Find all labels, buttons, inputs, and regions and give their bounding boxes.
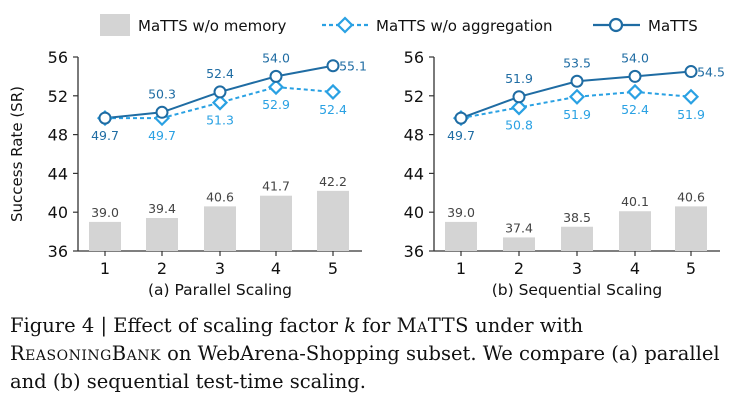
bar-data-label: 42.2 [319,174,347,189]
marker-matts [213,85,227,99]
marker-matts [454,111,468,125]
marker-no-aggregation [510,99,528,116]
y-tick-label: 36 [48,242,68,261]
marker-no-aggregation [211,94,229,111]
bar-data-label: 38.5 [563,210,591,225]
bar-data-label: 41.7 [262,179,290,194]
y-tick-label: 52 [404,87,424,106]
bar-data-label: 40.6 [677,189,705,204]
bar-data-label: 40.1 [621,194,649,209]
no-aggregation-data-label: 50.8 [505,117,533,132]
figure: MaTTS w/o memory MaTTS w/o aggregation MaT… [8,14,725,299]
caption-mid1: for [355,314,397,337]
bar-no-memory [503,237,535,251]
caption-suffix: on WebArena-Shopping subset. We compare … [10,342,720,393]
marker-matts [684,65,698,79]
panel-title: (a) Parallel Scaling [148,281,292,299]
bar-no-memory [675,206,707,251]
matts-data-label: 50.3 [148,86,176,101]
x-tick-label: 3 [572,259,582,278]
bar-no-memory [146,218,178,251]
no-aggregation-data-label: 51.9 [563,107,591,122]
x-tick-label: 5 [328,259,338,278]
marker-matts [155,105,169,119]
x-tick-label: 4 [630,259,640,278]
marker-no-aggregation [324,83,342,100]
marker-matts [628,69,642,83]
marker-matts [269,69,283,83]
y-tick-label: 44 [404,164,424,183]
caption-matts: MaTTS [396,314,469,337]
bar-no-memory [317,190,349,251]
bar-no-memory [619,211,651,251]
matts-data-label: 52.4 [206,66,234,81]
legend-label-dashed: MaTTS w/o aggregation [376,17,553,35]
panel-sequential-scaling: 36 40 44 48 52 56 1 2 3 4 5 (b) Sequential Scaling 3… [404,48,725,299]
y-tick-label: 56 [48,48,68,67]
caption-k: k [344,314,356,337]
marker-no-aggregation [626,83,644,100]
x-tick-label: 1 [100,259,110,278]
marker-matts [570,74,584,88]
y-tick-label: 40 [48,203,68,222]
x-tick-label: 5 [686,259,696,278]
marker-no-aggregation [267,79,285,96]
figure-caption: Figure 4 | Effect of scaling factor k fo… [10,312,735,396]
bar-no-memory [89,221,121,251]
legend-circle-marker [608,17,624,33]
legend: MaTTS w/o memory MaTTS w/o aggregation MaT… [100,14,698,36]
matts-data-label: 51.9 [505,71,533,86]
matts-data-label: 54.5 [697,65,725,80]
caption-reasoningbank: ReasoningBank [10,342,161,365]
legend-diamond-marker [336,16,354,34]
bar-data-label: 40.6 [206,189,234,204]
no-aggregation-data-label: 51.3 [206,113,234,128]
x-tick-label: 3 [215,259,225,278]
marker-no-aggregation [568,88,586,105]
y-axis-label: Success Rate (SR) [8,86,26,222]
x-tick-label: 4 [271,259,281,278]
y-tick-label: 48 [404,126,424,145]
y-tick-label: 48 [48,126,68,145]
panel-title: (b) Sequential Scaling [492,281,663,299]
matts-data-label: 54.0 [262,50,290,65]
legend-bar-swatch [100,14,130,36]
matts-data-label: 54.0 [621,50,649,65]
matts-data-label: 55.1 [339,59,367,74]
no-aggregation-data-label: 52.9 [262,97,290,112]
bar-data-label: 39.4 [148,201,176,216]
y-tick-label: 36 [404,242,424,261]
bar-data-label: 37.4 [505,220,533,235]
matts-data-label: 49.7 [91,128,119,143]
matts-data-label: 53.5 [563,55,591,70]
bar-no-memory [204,206,236,251]
no-aggregation-data-label: 51.9 [677,107,705,122]
marker-no-aggregation [682,88,700,105]
no-aggregation-data-label: 49.7 [148,128,176,143]
y-tick-label: 44 [48,164,68,183]
marker-matts [98,111,112,125]
line-no-aggregation [105,86,334,120]
caption-mid2: under with [468,314,584,337]
x-tick-label: 1 [456,259,466,278]
matts-data-label: 49.7 [447,128,475,143]
bar-no-memory [260,195,292,251]
no-aggregation-data-label: 52.4 [319,102,347,117]
no-aggregation-data-label: 52.4 [621,102,649,117]
bar-no-memory [445,221,477,251]
y-tick-label: 40 [404,203,424,222]
legend-label-bar: MaTTS w/o memory [138,17,287,35]
bar-data-label: 39.0 [447,205,475,220]
bar-data-label: 39.0 [91,205,119,220]
marker-matts [326,59,340,73]
bar-no-memory [561,226,593,251]
x-tick-label: 2 [514,259,524,278]
y-tick-label: 56 [404,48,424,67]
panel-parallel-scaling: 36 40 44 48 52 56 Success Rate (SR) 1 2 3 4 5 (a) Pa… [8,48,367,299]
marker-matts [512,90,526,104]
caption-prefix: Figure 4 | Effect of scaling factor [10,314,345,337]
x-tick-label: 2 [157,259,167,278]
y-tick-label: 52 [48,87,68,106]
legend-label-solid: MaTTS [648,17,698,35]
